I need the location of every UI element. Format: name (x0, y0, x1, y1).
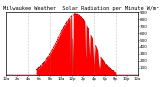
Text: Milwaukee Weather  Solar Radiation per Minute W/m² (Last 24 Hours): Milwaukee Weather Solar Radiation per Mi… (3, 6, 160, 11)
